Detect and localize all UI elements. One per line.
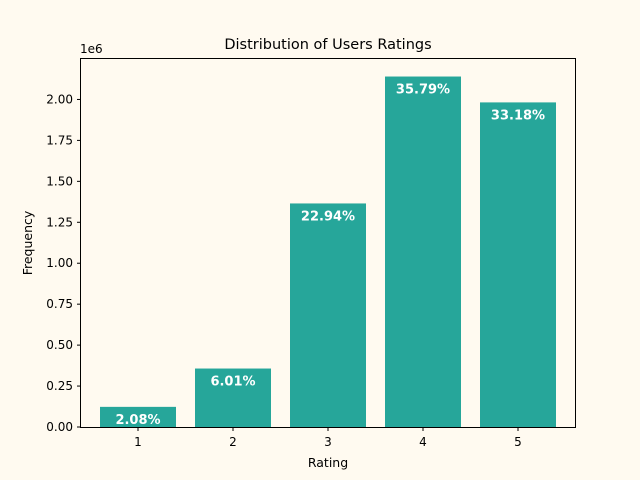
y-tick-label-5: 1.25 bbox=[46, 215, 73, 229]
bar-value-label-1: 2.08% bbox=[115, 413, 160, 428]
y-tick-label-0: 0.00 bbox=[46, 420, 73, 434]
y-axis-label: Frequency bbox=[20, 210, 35, 275]
bar-2 bbox=[195, 368, 271, 427]
y-offset-label: 1e6 bbox=[80, 42, 103, 56]
chart-title: Distribution of Users Ratings bbox=[224, 37, 431, 53]
bar-value-label-5: 33.18% bbox=[491, 108, 545, 123]
y-tick-label-6: 1.50 bbox=[46, 174, 73, 188]
bar-3 bbox=[290, 203, 366, 427]
y-tick-label-7: 1.75 bbox=[46, 133, 73, 147]
bars-group: 2.08% 6.01% 22.94% 35.79% 33.18% bbox=[100, 76, 556, 428]
x-tick-label-3: 3 bbox=[324, 435, 332, 449]
plot-frame bbox=[80, 58, 576, 428]
bar-value-label-4: 35.79% bbox=[396, 83, 450, 98]
bar-value-label-3: 22.94% bbox=[301, 209, 355, 224]
y-tick-label-1: 0.25 bbox=[46, 379, 73, 393]
x-axis-label: Rating bbox=[308, 455, 348, 470]
x-tick-label-1: 1 bbox=[134, 435, 142, 449]
y-tick-label-2: 0.50 bbox=[46, 338, 73, 352]
x-tick-label-4: 4 bbox=[419, 435, 427, 449]
bar-1 bbox=[100, 406, 176, 427]
y-tick-label-3: 0.75 bbox=[46, 297, 73, 311]
y-tick-label-4: 1.00 bbox=[46, 256, 73, 270]
bar-5 bbox=[480, 102, 556, 427]
x-tick-label-5: 5 bbox=[514, 435, 522, 449]
bar-value-label-2: 6.01% bbox=[210, 375, 255, 390]
ticks-group: 1 2 3 4 5 0.00 0.25 0.50 0.75 1.00 1.25 1.50 1.75 2.0… bbox=[46, 92, 522, 449]
y-tick-label-8: 2.00 bbox=[46, 92, 73, 106]
bar-4 bbox=[385, 76, 461, 428]
x-tick-label-2: 2 bbox=[229, 435, 237, 449]
